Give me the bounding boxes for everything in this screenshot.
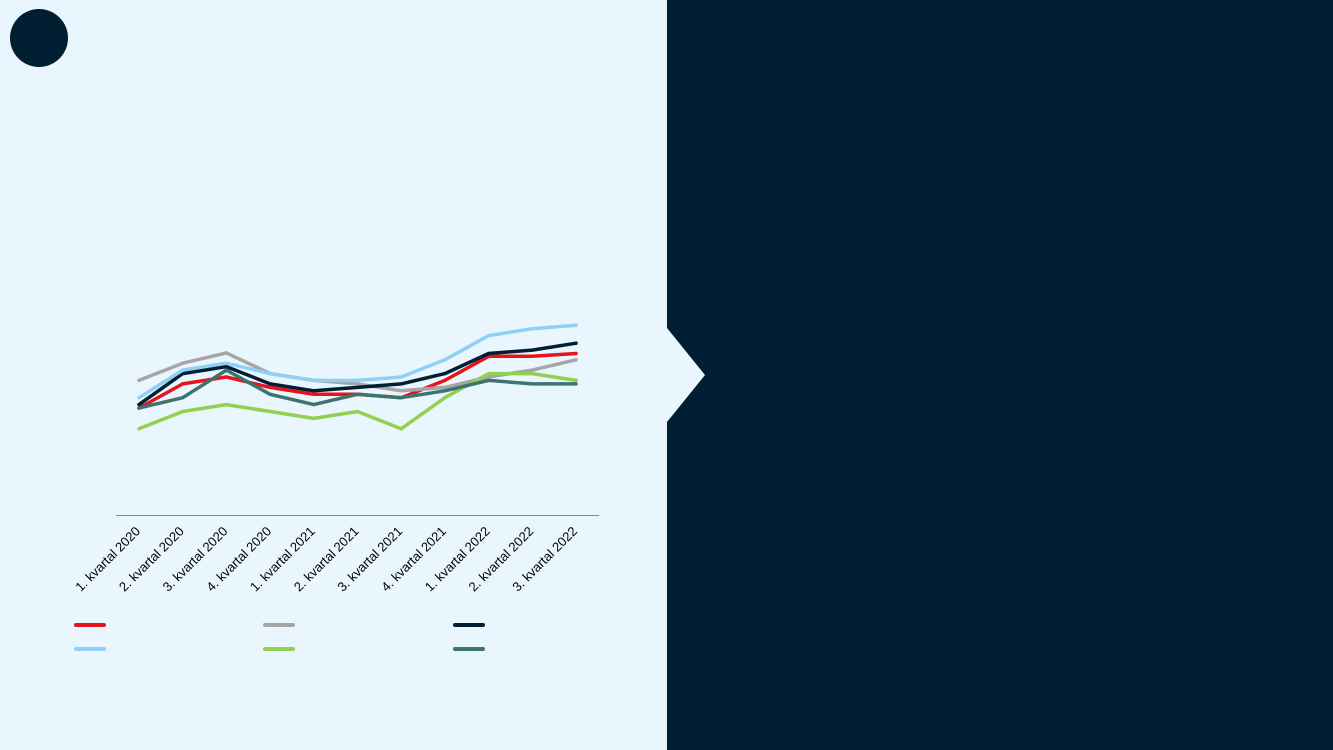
data-point-3-5 bbox=[312, 389, 316, 393]
data-point-5-8 bbox=[443, 396, 447, 400]
data-point-6-7 bbox=[399, 396, 403, 400]
data-point-6-5 bbox=[312, 403, 316, 407]
data-point-2-2 bbox=[181, 361, 185, 365]
data-point-3-8 bbox=[443, 372, 447, 376]
data-point-4-4 bbox=[268, 372, 272, 376]
data-point-2-7 bbox=[399, 389, 403, 393]
data-point-5-5 bbox=[312, 416, 316, 420]
data-point-4-3 bbox=[224, 361, 228, 365]
data-point-4-8 bbox=[443, 358, 447, 362]
data-point-4-9 bbox=[487, 334, 491, 338]
data-point-2-3 bbox=[224, 351, 228, 355]
data-point-3-3 bbox=[224, 365, 228, 369]
data-point-6-11 bbox=[574, 382, 578, 386]
data-point-1-11 bbox=[574, 351, 578, 356]
data-point-2-6 bbox=[355, 382, 360, 386]
data-point-4-2 bbox=[181, 368, 185, 372]
data-point-2-9 bbox=[487, 375, 491, 379]
data-point-1-4 bbox=[268, 385, 272, 389]
data-point-6-2 bbox=[181, 396, 185, 400]
data-point-4-10 bbox=[530, 327, 534, 331]
data-point-4-5 bbox=[312, 378, 316, 382]
data-point-3-11 bbox=[574, 341, 578, 345]
data-point-5-9 bbox=[487, 372, 491, 376]
data-point-6-3 bbox=[224, 368, 228, 372]
data-point-5-1 bbox=[137, 427, 141, 431]
data-point-1-3 bbox=[224, 375, 228, 379]
data-point-5-6 bbox=[355, 409, 360, 414]
data-point-3-1 bbox=[137, 403, 141, 407]
data-point-3-7 bbox=[399, 382, 403, 386]
data-point-5-4 bbox=[268, 409, 272, 414]
data-point-3-9 bbox=[487, 351, 491, 356]
data-point-4-7 bbox=[399, 375, 403, 379]
data-point-5-11 bbox=[574, 378, 578, 382]
data-point-1-2 bbox=[181, 382, 185, 386]
data-point-4-6 bbox=[355, 378, 360, 382]
data-point-2-8 bbox=[443, 385, 447, 389]
data-point-1-10 bbox=[530, 354, 534, 358]
data-point-4-1 bbox=[137, 396, 141, 400]
data-point-2-1 bbox=[137, 378, 141, 382]
data-point-6-9 bbox=[487, 378, 491, 382]
data-point-6-8 bbox=[443, 389, 447, 393]
data-point-3-2 bbox=[181, 372, 185, 376]
data-point-2-10 bbox=[530, 368, 534, 372]
data-point-5-3 bbox=[224, 403, 228, 407]
data-point-3-10 bbox=[530, 348, 534, 352]
legend bbox=[74, 623, 485, 651]
data-point-6-6 bbox=[355, 392, 360, 396]
data-point-6-10 bbox=[530, 382, 534, 386]
data-point-6-1 bbox=[137, 406, 141, 410]
data-point-5-7 bbox=[399, 427, 403, 431]
data-point-5-10 bbox=[530, 372, 534, 376]
data-point-3-6 bbox=[355, 385, 360, 389]
arrow-panel-shape bbox=[667, 0, 1333, 750]
data-point-1-5 bbox=[312, 392, 316, 396]
data-point-6-4 bbox=[268, 392, 272, 396]
data-point-5-2 bbox=[181, 409, 185, 414]
data-point-4-11 bbox=[574, 323, 578, 327]
logo-circle-icon bbox=[10, 9, 68, 67]
data-point-1-8 bbox=[443, 378, 447, 382]
data-point-3-4 bbox=[268, 382, 272, 386]
data-point-2-11 bbox=[574, 358, 578, 362]
series-lines bbox=[137, 323, 578, 431]
slide-left-panel: 1. kvartal 2020 2. kvartal 2020 3. kvartal… bbox=[10, 9, 599, 651]
